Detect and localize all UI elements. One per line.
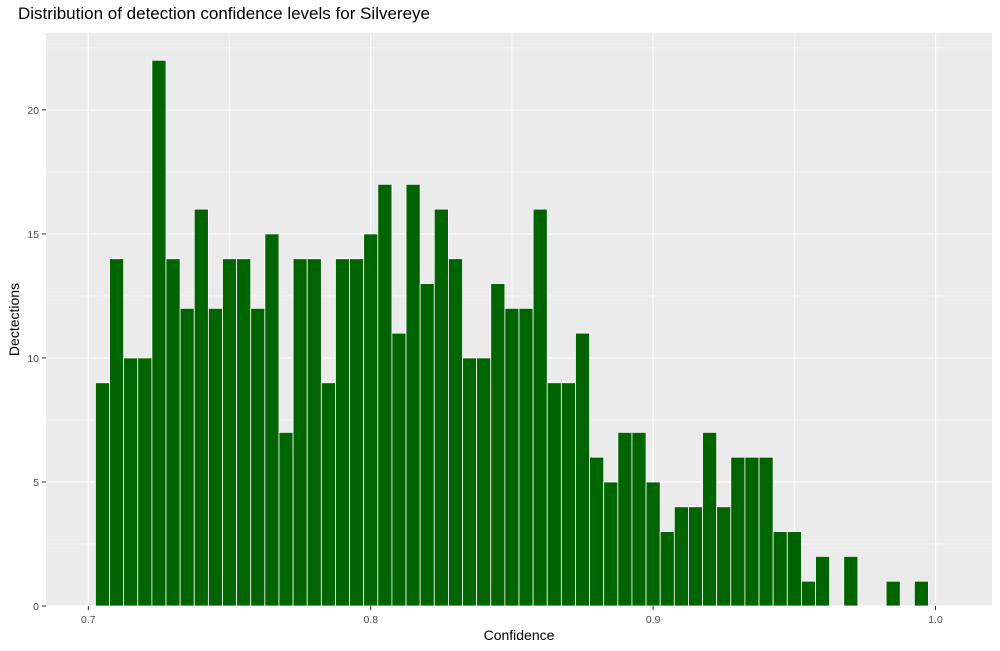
histogram-bar <box>913 580 929 607</box>
histogram-bar <box>786 531 802 607</box>
histogram-bar <box>659 531 675 607</box>
histogram-bar <box>292 258 308 607</box>
histogram-bar <box>504 307 520 607</box>
histogram-bar <box>433 208 449 607</box>
y-tick-label: 0 <box>33 601 39 613</box>
histogram-bar <box>123 357 139 607</box>
histogram-bar <box>617 431 633 607</box>
y-tick-label: 10 <box>27 353 39 365</box>
histogram-bar <box>193 208 209 607</box>
histogram-bar <box>109 258 125 607</box>
histogram-bar <box>758 456 774 607</box>
histogram-bar <box>702 431 718 607</box>
histogram-bar <box>688 506 703 607</box>
histogram-bar <box>236 258 252 607</box>
histogram-bar <box>744 456 760 607</box>
histogram-bar <box>151 59 167 607</box>
histogram-bar <box>250 307 266 607</box>
histogram-bar <box>419 283 435 607</box>
histogram-bar <box>546 382 562 607</box>
histogram-bar <box>306 258 322 607</box>
histogram-bar <box>405 183 421 607</box>
y-tick-label: 20 <box>27 105 39 117</box>
histogram-bar <box>278 431 294 607</box>
histogram-bar <box>95 382 110 607</box>
histogram-bar <box>560 382 576 607</box>
histogram-bar <box>575 332 590 607</box>
histogram-bar <box>448 258 463 607</box>
histogram-bar <box>772 531 788 607</box>
histogram-bar <box>320 382 336 607</box>
histogram-bar <box>716 506 732 607</box>
histogram-bar <box>391 332 407 607</box>
y-tick-label: 15 <box>27 229 39 241</box>
histogram-bar <box>165 258 181 607</box>
histogram-bar <box>264 233 280 607</box>
histogram-bar <box>222 258 238 607</box>
histogram-bar <box>800 580 816 607</box>
y-axis-title: Dectections <box>6 283 22 356</box>
histogram-bar <box>603 481 619 607</box>
x-axis-ticks: 0.7 0.8 0.9 1.0 <box>81 606 943 626</box>
histogram-bar <box>476 357 492 607</box>
histogram-bar <box>645 481 661 607</box>
histogram-bar <box>363 233 379 607</box>
histogram-bar <box>137 357 153 607</box>
histogram-bar <box>730 456 746 607</box>
histogram-bar <box>589 456 605 607</box>
histogram-bar <box>815 555 831 607</box>
y-tick-label: 5 <box>33 477 39 489</box>
histogram-bar <box>179 307 195 607</box>
x-tick-label: 0.7 <box>81 614 96 626</box>
histogram-bar <box>673 506 689 607</box>
x-tick-label: 1.0 <box>928 614 943 626</box>
histogram-bar <box>207 307 223 607</box>
histogram-bar <box>462 357 478 607</box>
x-tick-label: 0.8 <box>363 614 378 626</box>
histogram-bar <box>349 258 365 607</box>
histogram-bar <box>885 580 901 607</box>
chart-title: Distribution of detection confidence lev… <box>18 4 430 23</box>
histogram-bar <box>843 555 859 607</box>
histogram-bar <box>490 283 506 607</box>
x-tick-label: 0.9 <box>646 614 661 626</box>
histogram-bar <box>631 431 647 607</box>
histogram-bar <box>518 307 534 607</box>
bars <box>95 59 929 607</box>
x-axis-title: Confidence <box>484 627 555 643</box>
histogram-bar <box>377 183 393 607</box>
y-axis-ticks: 0 5 10 15 20 <box>27 105 46 613</box>
histogram-bar <box>335 258 350 607</box>
histogram-bar <box>532 208 548 607</box>
